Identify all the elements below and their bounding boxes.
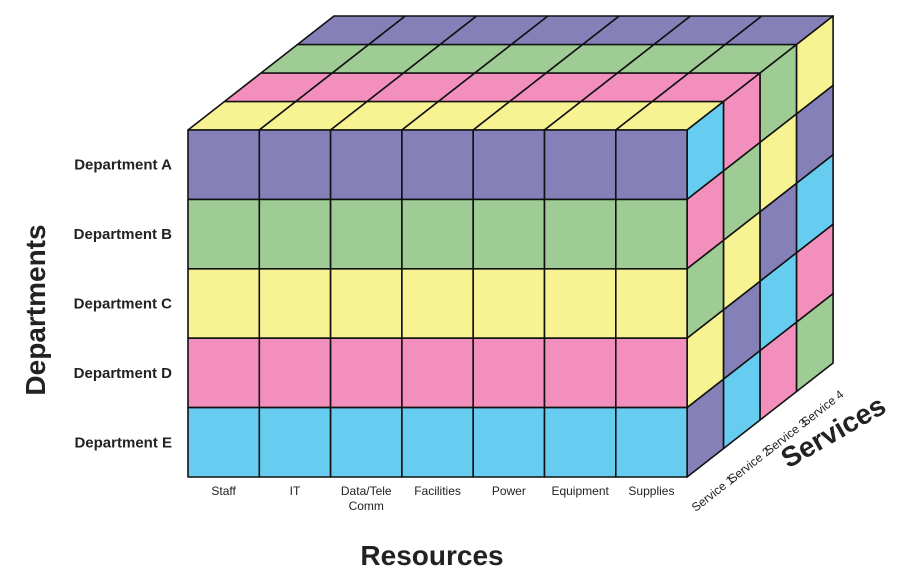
- department-label: Department C: [74, 296, 173, 313]
- front-cell: [614, 406, 688, 478]
- front-cell: [543, 337, 617, 409]
- front-cell: [401, 198, 475, 270]
- front-cell: [472, 198, 546, 270]
- front-cell: [543, 129, 617, 201]
- department-label: Department A: [74, 157, 172, 174]
- front-cell: [401, 129, 475, 201]
- front-cell: [614, 337, 688, 409]
- front-cell: [614, 267, 688, 340]
- front-cell: [472, 129, 546, 201]
- front-cell: [187, 267, 261, 340]
- front-cell: [329, 129, 403, 201]
- front-cell: [543, 406, 617, 478]
- resource-label: Staff: [211, 484, 236, 498]
- side-cell: [795, 292, 834, 393]
- front-cell: [472, 406, 546, 478]
- cube-top-face: [187, 15, 834, 131]
- front-cell: [614, 129, 688, 201]
- front-cell: [543, 267, 617, 340]
- cube-right-face: [686, 15, 834, 478]
- front-cell: [401, 267, 475, 340]
- front-cell: [329, 198, 403, 270]
- front-cell: [543, 198, 617, 270]
- cube-front-face: [187, 129, 688, 478]
- departments-axis-title: Departments: [20, 224, 51, 395]
- front-cell: [401, 406, 475, 478]
- front-cell: [258, 337, 332, 409]
- department-label: Department B: [74, 226, 173, 243]
- front-cell: [329, 267, 403, 340]
- resource-label: Equipment: [551, 484, 609, 498]
- front-cell: [329, 406, 403, 478]
- resource-label: Comm: [349, 499, 384, 513]
- resource-label: Data/Tele: [341, 484, 392, 498]
- front-cell: [258, 198, 332, 270]
- front-cell: [258, 406, 332, 478]
- front-cell: [472, 267, 546, 340]
- resource-label: Supplies: [628, 484, 674, 498]
- front-cell: [187, 198, 261, 270]
- department-label: Department D: [74, 365, 173, 382]
- front-cell: [329, 337, 403, 409]
- front-cell: [187, 337, 261, 409]
- front-cell: [187, 129, 261, 201]
- front-cell: [472, 337, 546, 409]
- front-cell: [258, 267, 332, 340]
- front-cell: [258, 129, 332, 201]
- department-label: Department E: [74, 434, 172, 451]
- front-cell: [614, 198, 688, 270]
- resource-label: Power: [492, 484, 526, 498]
- resource-label: IT: [290, 484, 301, 498]
- resource-label: Facilities: [414, 484, 461, 498]
- front-cell: [401, 337, 475, 409]
- resources-axis-title: Resources: [360, 540, 503, 570]
- front-cell: [187, 406, 261, 478]
